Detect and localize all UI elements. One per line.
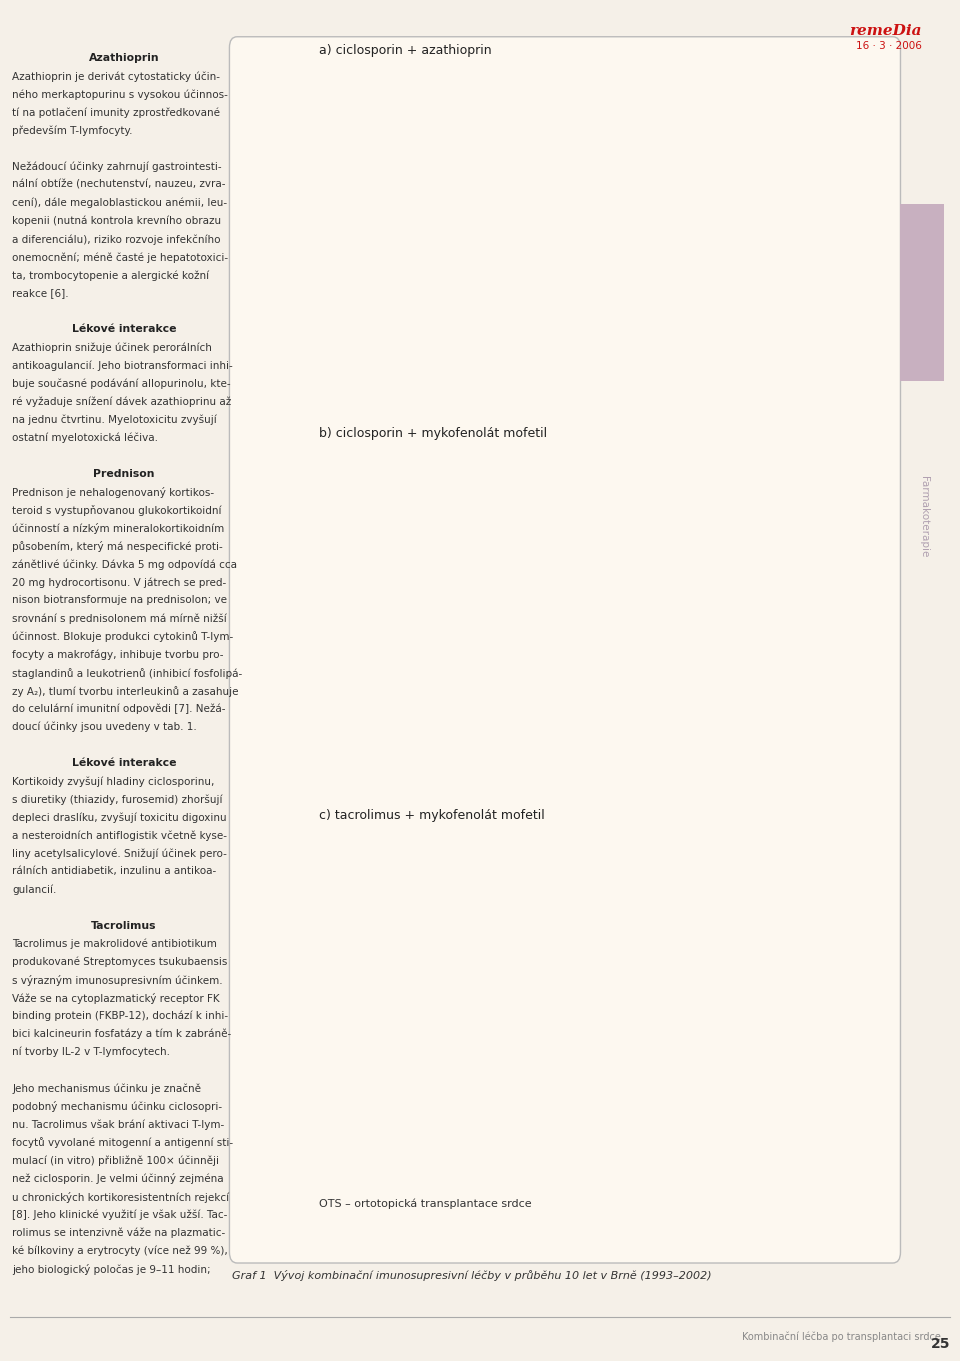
Text: především T-lymfocyty.: především T-lymfocyty.: [12, 125, 133, 136]
Text: a diferenciálu), riziko rozvoje infekčního: a diferenciálu), riziko rozvoje infekční…: [12, 234, 221, 245]
Text: OTS – ortotopická transplantace srdce: OTS – ortotopická transplantace srdce: [319, 1199, 531, 1209]
Text: ného merkaptopurinu s vysokou účinnos-: ného merkaptopurinu s vysokou účinnos-: [12, 90, 228, 99]
Bar: [777, 826, 810, 1090]
Text: nison biotransformuje na prednisolon; ve: nison biotransformuje na prednisolon; ve: [12, 595, 228, 606]
Text: onemocnění; méně časté je hepatotoxici-: onemocnění; méně časté je hepatotoxici-: [12, 252, 228, 263]
FancyBboxPatch shape: [900, 204, 944, 381]
Text: staglandinů a leukotrienů (inhibicí fosfolipá-: staglandinů a leukotrienů (inhibicí fosf…: [12, 668, 243, 679]
Bar: [557, 444, 590, 501]
Text: a nesteroidních antiflogistik včetně kyse-: a nesteroidních antiflogistik včetně kys…: [12, 830, 228, 841]
Text: Azathioprin je derivát cytostaticky účin-: Azathioprin je derivát cytostaticky účin…: [12, 71, 221, 82]
Bar: [612, 826, 645, 920]
Text: Azathioprin: Azathioprin: [88, 53, 159, 64]
Text: účinnost. Blokuje produkci cytokinů T-lym-: účinnost. Blokuje produkci cytokinů T-ly…: [12, 632, 233, 642]
Text: Prednison: Prednison: [93, 470, 155, 479]
Text: zánětlivé účinky. Dávka 5 mg odpovídá cca: zánětlivé účinky. Dávka 5 mg odpovídá cc…: [12, 559, 237, 570]
Bar: [557, 61, 590, 396]
Text: doucí účinky jsou uvedeny v tab. 1.: doucí účinky jsou uvedeny v tab. 1.: [12, 721, 197, 732]
Text: produkované Streptomyces tsukubaensis: produkované Streptomyces tsukubaensis: [12, 957, 228, 968]
Text: liny acetylsalicylové. Snižují účinek pero-: liny acetylsalicylové. Snižují účinek pe…: [12, 848, 228, 859]
Bar: [446, 61, 481, 199]
Bar: [777, 61, 810, 225]
Text: focytů vyvolané mitogenní a antigenní sti-: focytů vyvolané mitogenní a antigenní st…: [12, 1138, 233, 1149]
Text: ké bílkoviny a erytrocyty (více než 99 %),: ké bílkoviny a erytrocyty (více než 99 %…: [12, 1245, 228, 1256]
Bar: [721, 826, 756, 920]
Text: srovnání s prednisolonem má mírně nižší: srovnání s prednisolonem má mírně nižší: [12, 614, 228, 623]
Text: podobný mechanismu účinku ciclosopri-: podobný mechanismu účinku ciclosopri-: [12, 1101, 223, 1112]
Bar: [831, 826, 865, 1153]
Text: 20 mg hydrocortisonu. V játrech se pred-: 20 mg hydrocortisonu. V játrech se pred-: [12, 577, 227, 588]
Bar: [721, 444, 756, 736]
Y-axis label: % pacientů po OTS užívajících kombinaci: % pacientů po OTS užívajících kombinaci: [293, 898, 303, 1112]
Text: gulancií.: gulancií.: [12, 885, 57, 896]
Bar: [666, 61, 701, 321]
Y-axis label: % pacientů po OTS užívajících kombinaci: % pacientů po OTS užívajících kombinaci: [293, 133, 303, 347]
Text: ní tvorby IL-2 v T-lymfocytech.: ní tvorby IL-2 v T-lymfocytech.: [12, 1047, 171, 1057]
Text: depleci draslíku, zvyšují toxicitu digoxinu: depleci draslíku, zvyšují toxicitu digox…: [12, 813, 228, 822]
Text: zy A₂), tlumí tvorbu interleukinů a zasahuje: zy A₂), tlumí tvorbu interleukinů a zasa…: [12, 686, 239, 697]
Bar: [721, 61, 756, 287]
Bar: [666, 444, 701, 651]
Text: ré vyžaduje snížení dávek azathioprinu až: ré vyžaduje snížení dávek azathioprinu a…: [12, 396, 231, 407]
Text: ostatní myelotoxická léčiva.: ostatní myelotoxická léčiva.: [12, 433, 158, 444]
Text: teroid s vystupňovanou glukokortikoidní: teroid s vystupňovanou glukokortikoidní: [12, 505, 222, 516]
Text: reakce [6].: reakce [6].: [12, 289, 69, 298]
Bar: [612, 61, 645, 357]
Bar: [666, 826, 701, 912]
Text: cení), dále megaloblastickou anémii, leu-: cení), dále megaloblastickou anémii, leu…: [12, 197, 228, 208]
Text: focyty a makrofágy, inhibuje tvorbu pro-: focyty a makrofágy, inhibuje tvorbu pro-: [12, 649, 224, 660]
FancyBboxPatch shape: [229, 37, 900, 1263]
Text: Lékové interakce: Lékové interakce: [72, 758, 176, 768]
Bar: [831, 61, 865, 207]
Text: účinností a nízkým mineralokortikoidním: účinností a nízkým mineralokortikoidním: [12, 523, 225, 534]
Bar: [777, 444, 810, 581]
Text: Tacrolimus: Tacrolimus: [91, 920, 156, 931]
Text: remeDia: remeDia: [849, 24, 922, 38]
Text: do celulární imunitní odpovědi [7]. Nežá-: do celulární imunitní odpovědi [7]. Nežá…: [12, 704, 226, 715]
Text: Tacrolimus je makrolidové antibiotikum: Tacrolimus je makrolidové antibiotikum: [12, 939, 217, 949]
Text: kopenii (nutná kontrola krevního obrazu: kopenii (nutná kontrola krevního obrazu: [12, 216, 222, 226]
Bar: [612, 444, 645, 555]
Text: bici kalcineurin fosfatázy a tím k zabráně-: bici kalcineurin fosfatázy a tím k zabrá…: [12, 1029, 231, 1040]
Text: b) ciclosporin + mykofenolát mofetil: b) ciclosporin + mykofenolát mofetil: [319, 426, 547, 440]
Text: Farmakoterapie: Farmakoterapie: [919, 476, 928, 558]
Text: [8]. Jeho klinické využití je však užší. Tac-: [8]. Jeho klinické využití je však užší.…: [12, 1210, 228, 1219]
Text: c) tacrolimus + mykofenolát mofetil: c) tacrolimus + mykofenolát mofetil: [319, 808, 544, 822]
Text: než ciclosporin. Je velmi účinný zejména: než ciclosporin. Je velmi účinný zejména: [12, 1173, 224, 1184]
Text: antikoagulancií. Jeho biotransformaci inhi-: antikoagulancií. Jeho biotransformaci in…: [12, 361, 233, 372]
Text: Lékové interakce: Lékové interakce: [72, 324, 176, 335]
Text: binding protein (FKBP-12), dochází k inhi-: binding protein (FKBP-12), dochází k inh…: [12, 1011, 228, 1021]
Text: 16 · 3 · 2006: 16 · 3 · 2006: [855, 41, 922, 50]
Text: rálních antidiabetik, inzulinu a antikoa-: rálních antidiabetik, inzulinu a antikoa…: [12, 867, 217, 876]
Bar: [831, 444, 865, 593]
Text: Kortikoidy zvyšují hladiny ciclosporinu,: Kortikoidy zvyšují hladiny ciclosporinu,: [12, 776, 215, 787]
Bar: [337, 61, 371, 212]
Text: buje současné podávání allopurinolu, kte-: buje současné podávání allopurinolu, kte…: [12, 378, 231, 389]
Text: s výrazným imunosupresivním účinkem.: s výrazným imunosupresivním účinkem.: [12, 974, 223, 985]
Text: mulací (in vitro) přibližně 100× účinněji: mulací (in vitro) přibližně 100× účinněj…: [12, 1155, 220, 1166]
Y-axis label: % pacientů po OTS užívajících kombinaci: % pacientů po OTS užívajících kombinaci: [293, 516, 303, 729]
Text: ta, trombocytopenie a alergické kožní: ta, trombocytopenie a alergické kožní: [12, 269, 209, 280]
Text: jeho biologický poločas je 9–11 hodin;: jeho biologický poločas je 9–11 hodin;: [12, 1264, 211, 1275]
Bar: [557, 826, 590, 860]
Text: Graf 1  Vývoj kombinační imunosupresivní léčby v průběhu 10 let v Brně (1993–200: Graf 1 Vývoj kombinační imunosupresivní …: [232, 1270, 712, 1281]
Text: působením, který má nespecifické proti-: působením, který má nespecifické proti-: [12, 542, 224, 553]
Text: Azathioprin snižuje účinek perorálních: Azathioprin snižuje účinek perorálních: [12, 343, 212, 352]
Text: rolimus se intenzivně váže na plazmatic-: rolimus se intenzivně váže na plazmatic-: [12, 1228, 226, 1239]
Text: 25: 25: [931, 1337, 950, 1350]
Text: u chronických kortikoresistentních rejekcí: u chronických kortikoresistentních rejek…: [12, 1191, 229, 1203]
Bar: [392, 61, 425, 214]
Text: Kombinační léčba po transplantaci srdce: Kombinační léčba po transplantaci srdce: [742, 1331, 941, 1342]
Text: nální obtíže (nechutenství, nauzeu, zvra-: nální obtíže (nechutenství, nauzeu, zvra…: [12, 180, 226, 189]
Text: a) ciclosporin + azathioprin: a) ciclosporin + azathioprin: [319, 44, 492, 57]
Text: tí na potlačení imunity zprostředkované: tí na potlačení imunity zprostředkované: [12, 108, 221, 118]
Text: Prednison je nehalogenovaný kortikos-: Prednison je nehalogenovaný kortikos-: [12, 487, 215, 498]
Text: Nežádoucí účinky zahrnují gastrointesti-: Nežádoucí účinky zahrnují gastrointesti-: [12, 162, 222, 173]
Text: nu. Tacrolimus však brání aktivaci T-lym-: nu. Tacrolimus však brání aktivaci T-lym…: [12, 1119, 225, 1130]
Text: s diuretiky (thiazidy, furosemid) zhoršují: s diuretiky (thiazidy, furosemid) zhoršu…: [12, 793, 223, 804]
Text: Jeho mechanismus účinku je značně: Jeho mechanismus účinku je značně: [12, 1083, 202, 1094]
Text: Váže se na cytoplazmatický receptor FK: Váže se na cytoplazmatický receptor FK: [12, 992, 220, 1004]
Bar: [501, 61, 536, 200]
Text: na jednu čtvrtinu. Myelotoxicitu zvyšují: na jednu čtvrtinu. Myelotoxicitu zvyšují: [12, 415, 217, 425]
